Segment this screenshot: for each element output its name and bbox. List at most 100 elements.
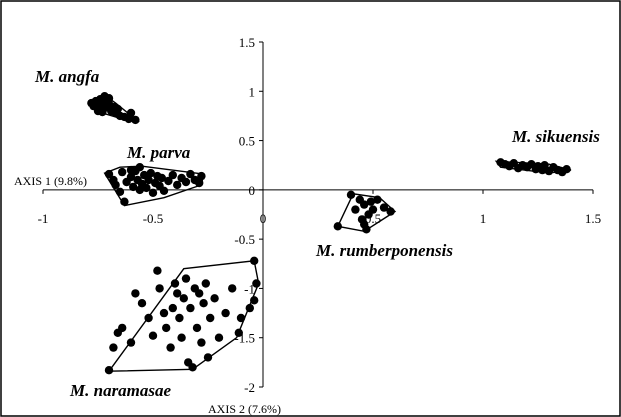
point-mnaramasae — [137, 299, 147, 308]
point-mnaramasae — [221, 308, 230, 318]
x-tick-label: -0.5 — [143, 211, 164, 226]
point-mparva — [115, 187, 125, 196]
point-mnaramasae — [179, 294, 188, 303]
y-tick-label: -1.5 — [234, 331, 255, 346]
y-tick-label: -2 — [244, 380, 255, 395]
point-mnaramasae — [104, 366, 114, 375]
point-mnaramasae — [206, 313, 215, 323]
point-mrumberponensis — [360, 220, 369, 229]
point-mnaramasae — [118, 323, 127, 333]
point-mparva — [173, 180, 182, 190]
point-mnaramasae — [234, 328, 243, 337]
point-mparva — [181, 177, 191, 187]
point-mparva — [164, 176, 173, 186]
point-mnaramasae — [126, 338, 136, 347]
point-mparva — [120, 197, 129, 206]
point-mnaramasae — [199, 299, 208, 308]
point-mnaramasae — [181, 274, 191, 283]
point-mnaramasae — [159, 308, 169, 318]
point-msikuensis — [540, 161, 549, 170]
point-mnaramasae — [250, 296, 259, 305]
point-mnaramasae — [166, 343, 175, 352]
y-tick-label: 1.5 — [239, 35, 255, 50]
y-axis-title: AXIS 2 (7.6%) — [208, 402, 281, 416]
point-mparva — [159, 186, 169, 195]
point-mparva — [197, 171, 206, 181]
point-mrumberponensis — [373, 195, 382, 204]
point-mnaramasae — [177, 333, 186, 342]
point-msikuensis — [562, 165, 571, 174]
point-mnaramasae — [153, 266, 162, 275]
point-mparva — [168, 170, 177, 180]
point-mparva — [195, 178, 204, 188]
point-mrumberponensis — [360, 200, 369, 209]
point-mangfa — [113, 104, 123, 114]
point-mnaramasae — [245, 303, 254, 313]
point-mnaramasae — [252, 279, 261, 288]
point-mnaramasae — [186, 303, 195, 313]
point-mrumberponensis — [366, 197, 375, 206]
point-mrumberponensis — [333, 222, 342, 231]
point-mangfa — [98, 107, 107, 117]
point-mnaramasae — [131, 289, 140, 298]
y-tick-label: 0 — [249, 183, 256, 198]
x-axis-title: AXIS 1 (9.8%) — [14, 174, 87, 188]
point-mnaramasae — [203, 353, 213, 362]
group-label-msikuensis: M. sikuensis — [511, 127, 600, 146]
point-mparva — [186, 169, 195, 179]
group-label-mparva: M. parva — [126, 143, 191, 162]
point-mparva — [111, 180, 120, 190]
point-mparva — [126, 165, 136, 175]
group-label-mnaramasae: M. naramasae — [69, 381, 172, 400]
point-mangfa — [131, 115, 140, 125]
y-tick-label: 1 — [249, 84, 256, 99]
y-tick-label: -0.5 — [234, 232, 255, 247]
point-mnaramasae — [228, 284, 237, 293]
point-mnaramasae — [162, 323, 171, 333]
point-mnaramasae — [214, 333, 224, 342]
point-mnaramasae — [155, 284, 164, 293]
point-mrumberponensis — [368, 205, 378, 214]
point-mrumberponensis — [346, 190, 356, 199]
point-mrumberponensis — [386, 207, 395, 216]
point-mangfa — [100, 92, 109, 101]
point-mnaramasae — [170, 279, 180, 288]
point-mparva — [144, 175, 153, 185]
point-mangfa — [126, 108, 136, 118]
point-mnaramasae — [144, 313, 153, 323]
point-mnaramasae — [109, 343, 118, 352]
point-mnaramasae — [173, 289, 182, 298]
point-mparva — [126, 172, 136, 182]
y-tick-label: -1 — [244, 281, 255, 296]
point-mrumberponensis — [351, 205, 360, 214]
point-mnaramasae — [195, 289, 204, 298]
point-mnaramasae — [168, 303, 177, 313]
point-mparva — [129, 182, 138, 192]
point-mparva — [135, 163, 144, 172]
hull-mrumberponensis — [336, 193, 397, 233]
point-mnaramasae — [175, 313, 184, 323]
x-tick-label: 0 — [260, 211, 267, 226]
point-mparva — [118, 167, 127, 177]
x-tick-label: 0.5 — [365, 211, 381, 226]
x-tick-label: -1 — [38, 211, 49, 226]
point-mnaramasae — [188, 363, 197, 372]
point-mnaramasae — [250, 256, 259, 265]
y-tick-label: 0.5 — [239, 134, 255, 149]
point-mparva — [142, 183, 151, 193]
point-mnaramasae — [236, 313, 246, 323]
group-label-mangfa: M. angfa — [34, 67, 100, 86]
point-mnaramasae — [210, 294, 219, 303]
point-mnaramasae — [148, 331, 158, 340]
point-mnaramasae — [192, 323, 202, 333]
group-label-mrumberponensis: M. rumberponensis — [315, 241, 453, 260]
point-mrumberponensis — [379, 203, 389, 212]
point-mnaramasae — [201, 279, 210, 288]
x-tick-label: 1.5 — [585, 211, 601, 226]
point-mnaramasae — [197, 338, 206, 347]
point-mparva — [146, 168, 155, 178]
point-mparva — [157, 173, 166, 183]
point-mparva — [104, 169, 114, 179]
